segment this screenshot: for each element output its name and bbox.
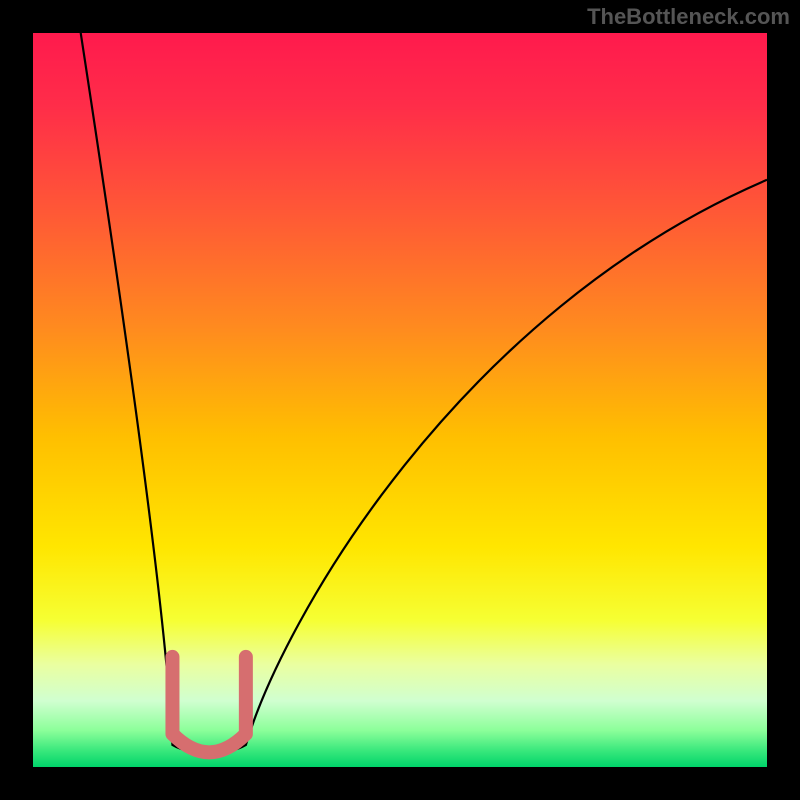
watermark-text: TheBottleneck.com [587,4,790,30]
plot-background [33,33,767,767]
bottleneck-plot [0,0,800,800]
chart-frame: TheBottleneck.com [0,0,800,800]
